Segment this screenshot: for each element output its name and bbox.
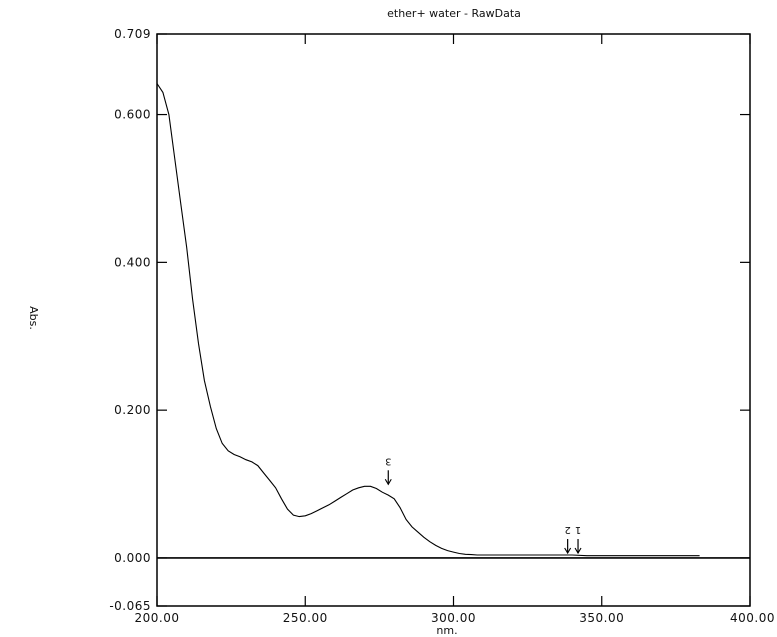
peak-label: 3 bbox=[385, 455, 391, 466]
x-tick-label: 350.00 bbox=[579, 611, 624, 625]
tick-marks bbox=[156, 33, 751, 607]
peak-marker-3: 3 bbox=[384, 455, 392, 486]
y-tick-label: 0.400 bbox=[114, 255, 151, 269]
y-tick-label: 0.600 bbox=[114, 108, 151, 122]
x-tick-labels: 200.00 250.00 300.00 350.00 400.00 bbox=[135, 611, 775, 625]
peak-label: 2 bbox=[564, 524, 570, 535]
peak-marker-1: 1 bbox=[574, 524, 582, 555]
y-axis-label: Abs. bbox=[27, 306, 40, 330]
plot-frame bbox=[156, 33, 751, 607]
x-tick-label: 250.00 bbox=[283, 611, 328, 625]
y-tick-label: -0.065 bbox=[109, 599, 151, 613]
y-tick-label: 0.000 bbox=[114, 551, 151, 565]
spectrum-line bbox=[156, 83, 700, 557]
y-tick-label: 0.709 bbox=[114, 27, 151, 41]
peak-markers: 12 3 bbox=[384, 455, 582, 555]
x-tick-label: 400.00 bbox=[730, 611, 775, 625]
chart-title: ether+ water - RawData bbox=[387, 7, 521, 20]
peak-label: 1 bbox=[575, 524, 581, 535]
x-axis-label: nm. bbox=[436, 624, 457, 637]
y-tick-label: 0.200 bbox=[114, 403, 151, 417]
peak-marker-2: 2 bbox=[564, 524, 572, 555]
x-tick-label: 200.00 bbox=[135, 611, 180, 625]
y-tick-labels: 0.709 0.600 0.400 0.200 0.000 -0.065 bbox=[109, 27, 151, 613]
x-tick-label: 300.00 bbox=[431, 611, 476, 625]
